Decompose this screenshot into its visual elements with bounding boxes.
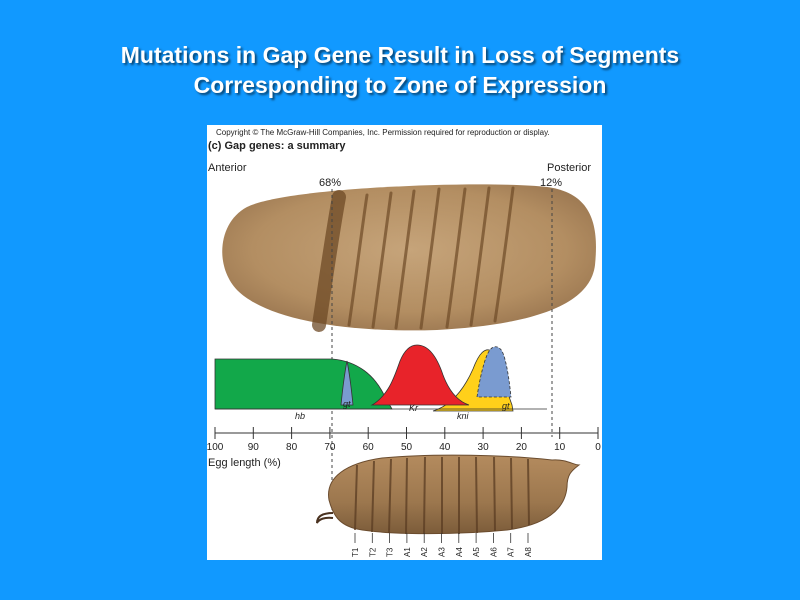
segment-label: A4: [455, 547, 464, 557]
segment-label: T3: [386, 547, 395, 557]
axis-tick-label: 70: [324, 442, 336, 453]
anterior-label: Anterior: [208, 162, 247, 174]
axis-tick-label: 30: [478, 442, 490, 453]
segment-label: A2: [420, 547, 429, 557]
gap-genes-figure: Copyright © The McGraw-Hill Companies, I…: [207, 125, 602, 560]
hb-domain: [214, 358, 393, 410]
posterior-label: Posterior: [547, 162, 591, 174]
gt-posterior-domain: [476, 346, 512, 398]
title-line-2: Corresponding to Zone of Expression: [193, 72, 607, 98]
slide-title: Mutations in Gap Gene Result in Loss of …: [0, 40, 800, 100]
title-line-1: Mutations in Gap Gene Result in Loss of …: [120, 42, 680, 68]
axis-tick-label: 60: [363, 442, 375, 453]
gene-label-kr: Kr: [409, 403, 419, 413]
axis-tick-label: 40: [439, 442, 451, 453]
segment-label: A7: [507, 547, 516, 557]
gene-expression-plot: hb gt Kr kni gt: [214, 344, 547, 421]
gene-label-kni: kni: [457, 411, 470, 421]
marker-68-label: 68%: [319, 177, 341, 189]
segment-label: A3: [438, 547, 447, 557]
axis-tick-label: 80: [286, 442, 298, 453]
copyright-text: Copyright © The McGraw-Hill Companies, I…: [216, 128, 550, 137]
marker-12-label: 12%: [540, 177, 562, 189]
gt-anterior-domain: [340, 360, 354, 406]
axis-label: Egg length (%): [208, 457, 281, 469]
egg-length-axis: 100 90 80 70 60 50 40 30 20 10 0: [207, 427, 601, 453]
segment-label: A8: [524, 547, 533, 557]
segment-label: A5: [472, 547, 481, 557]
axis-tick-label: 50: [401, 442, 413, 453]
axis-tick-label: 10: [554, 442, 566, 453]
axis-tick-label: 90: [248, 442, 260, 453]
embryo-image: [222, 184, 596, 332]
segment-label: T1: [351, 547, 360, 557]
figure-heading: (c) Gap genes: a summary: [208, 140, 346, 152]
gene-label-hb: hb: [295, 411, 305, 421]
segment-label: A1: [403, 547, 412, 557]
segment-label: A6: [489, 547, 498, 557]
axis-tick-label: 100: [207, 442, 224, 453]
segment-labels: T1 T2 T3 A1 A2 A3 A4 A5 A6 A7 A8: [351, 533, 533, 557]
axis-tick-label: 20: [516, 442, 528, 453]
kr-domain: [370, 344, 470, 406]
embryo-stripes: [312, 186, 515, 332]
larva-image: [316, 454, 581, 535]
gap-genes-diagram: Copyright © The McGraw-Hill Companies, I…: [207, 128, 601, 557]
segment-label: T2: [368, 547, 377, 557]
axis-tick-label: 0: [595, 442, 601, 453]
gene-label-gt-posterior: gt: [502, 401, 510, 411]
gene-label-gt-anterior: gt: [343, 399, 351, 409]
